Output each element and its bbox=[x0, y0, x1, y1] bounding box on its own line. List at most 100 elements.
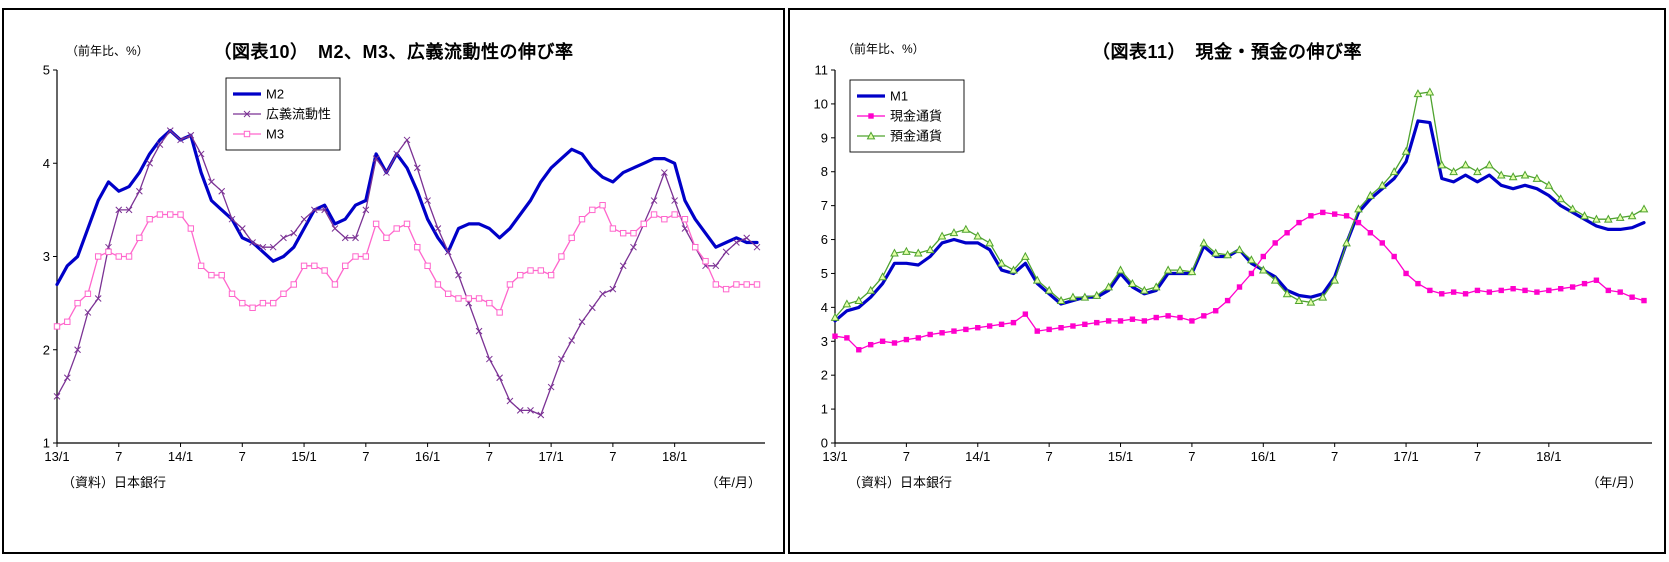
x-tick-label: 7 bbox=[609, 449, 616, 464]
chart10-y-axis-unit-label: （前年比、%） bbox=[66, 44, 149, 58]
square-filled-marker bbox=[915, 335, 921, 341]
triangle-marker bbox=[890, 248, 899, 257]
triangle-marker bbox=[1425, 87, 1435, 96]
triangle-marker bbox=[1009, 265, 1018, 274]
triangle-marker bbox=[1389, 167, 1399, 176]
square-filled-marker bbox=[1129, 316, 1136, 322]
triangle-marker bbox=[997, 258, 1006, 267]
x-marker bbox=[671, 197, 679, 204]
x-marker bbox=[506, 397, 514, 405]
square-filled-marker bbox=[1569, 284, 1576, 290]
x-marker bbox=[558, 355, 565, 363]
square-open-marker bbox=[712, 281, 720, 288]
square-open-marker bbox=[661, 216, 668, 223]
x-tick-label: 14/1 bbox=[965, 449, 990, 464]
square-open-marker bbox=[300, 262, 308, 270]
square-open-marker bbox=[105, 248, 112, 256]
triangle-marker bbox=[1175, 265, 1185, 274]
square-open-marker bbox=[187, 225, 195, 232]
square-filled-marker bbox=[1462, 291, 1469, 297]
square-filled-marker bbox=[1617, 289, 1623, 295]
square-open-marker bbox=[599, 202, 606, 209]
triangle-marker bbox=[985, 238, 994, 247]
square-filled-marker bbox=[1105, 318, 1112, 324]
triangle-marker bbox=[1330, 275, 1340, 284]
x-marker bbox=[269, 243, 277, 251]
triangle-marker bbox=[1104, 282, 1113, 291]
x-marker bbox=[568, 337, 576, 344]
square-filled-marker bbox=[1534, 289, 1540, 295]
x-marker bbox=[733, 239, 740, 246]
x-tick-label: 7 bbox=[115, 449, 122, 464]
x-marker bbox=[84, 309, 92, 316]
triangle-marker bbox=[1413, 89, 1423, 98]
x-tick-label: 7 bbox=[1046, 449, 1053, 464]
square-open-marker bbox=[228, 290, 236, 298]
x-marker bbox=[243, 110, 251, 118]
square-filled-marker bbox=[1213, 308, 1219, 314]
triangle-marker bbox=[1556, 194, 1566, 203]
square-filled-marker bbox=[868, 113, 874, 119]
x-marker bbox=[444, 248, 452, 256]
triangle-marker bbox=[973, 231, 983, 240]
triangle-marker bbox=[1199, 238, 1209, 247]
triangle-marker bbox=[1247, 255, 1256, 264]
square-filled-marker bbox=[1141, 318, 1148, 324]
square-filled-marker bbox=[844, 335, 850, 341]
square-filled-marker bbox=[1058, 325, 1064, 331]
square-open-marker bbox=[527, 267, 534, 274]
series-line-M2 bbox=[55, 128, 759, 287]
square-open-marker bbox=[722, 285, 730, 293]
triangle-marker bbox=[1544, 180, 1554, 189]
triangle-marker bbox=[1116, 265, 1125, 274]
square-open-marker bbox=[74, 299, 81, 307]
square-filled-marker bbox=[1510, 286, 1516, 292]
x-marker bbox=[578, 318, 586, 326]
triangle-marker bbox=[1401, 146, 1411, 155]
x-marker bbox=[208, 178, 215, 186]
square-filled-marker bbox=[1498, 287, 1504, 294]
square-open-marker bbox=[640, 220, 647, 228]
square-filled-marker bbox=[1236, 284, 1243, 290]
square-open-marker bbox=[486, 299, 493, 307]
square-open-marker bbox=[84, 290, 92, 298]
triangle-marker bbox=[842, 299, 852, 308]
triangle-marker bbox=[1139, 285, 1149, 294]
square-filled-marker bbox=[1581, 280, 1588, 287]
square-open-marker bbox=[517, 271, 524, 279]
x-tick-label: 7 bbox=[486, 449, 493, 464]
square-filled-marker bbox=[1427, 287, 1433, 294]
legend-label: M1 bbox=[890, 89, 908, 104]
y-tick-label: 0 bbox=[821, 436, 828, 451]
triangle-marker bbox=[1080, 292, 1090, 301]
x-tick-label: 7 bbox=[1474, 449, 1481, 464]
x-marker bbox=[712, 262, 720, 270]
square-open-marker bbox=[64, 318, 71, 325]
x-marker bbox=[475, 327, 483, 335]
square-filled-marker bbox=[1034, 328, 1040, 334]
x-marker bbox=[403, 136, 411, 144]
x-marker bbox=[372, 155, 380, 162]
square-open-marker bbox=[558, 253, 565, 260]
square-open-marker bbox=[208, 271, 215, 279]
x-marker bbox=[187, 131, 195, 139]
square-open-marker bbox=[259, 299, 267, 307]
square-filled-marker bbox=[1486, 289, 1493, 295]
square-open-marker bbox=[630, 229, 637, 237]
square-filled-marker bbox=[1296, 219, 1302, 226]
triangle-marker bbox=[925, 245, 935, 254]
x-tick-label: 16/1 bbox=[415, 449, 440, 464]
x-marker bbox=[630, 243, 637, 251]
triangle-marker bbox=[1437, 160, 1447, 169]
y-tick-label: 8 bbox=[821, 164, 828, 179]
x-tick-label: 16/1 bbox=[1251, 449, 1276, 464]
square-open-marker bbox=[465, 295, 472, 302]
chart11-panel: （図表11） 現金・預金の伸び率 （前年比、%） 0 1 2 3 4 5 6 7 8 9 10 11 1… bbox=[788, 8, 1666, 554]
square-filled-marker bbox=[1117, 318, 1124, 324]
x-marker bbox=[743, 234, 751, 242]
square-filled-marker bbox=[1153, 314, 1159, 321]
square-filled-marker bbox=[856, 347, 862, 353]
chart10-title: （図表10） M2、M3、広義流動性の伸び率 bbox=[213, 42, 574, 62]
x-marker bbox=[166, 127, 174, 134]
